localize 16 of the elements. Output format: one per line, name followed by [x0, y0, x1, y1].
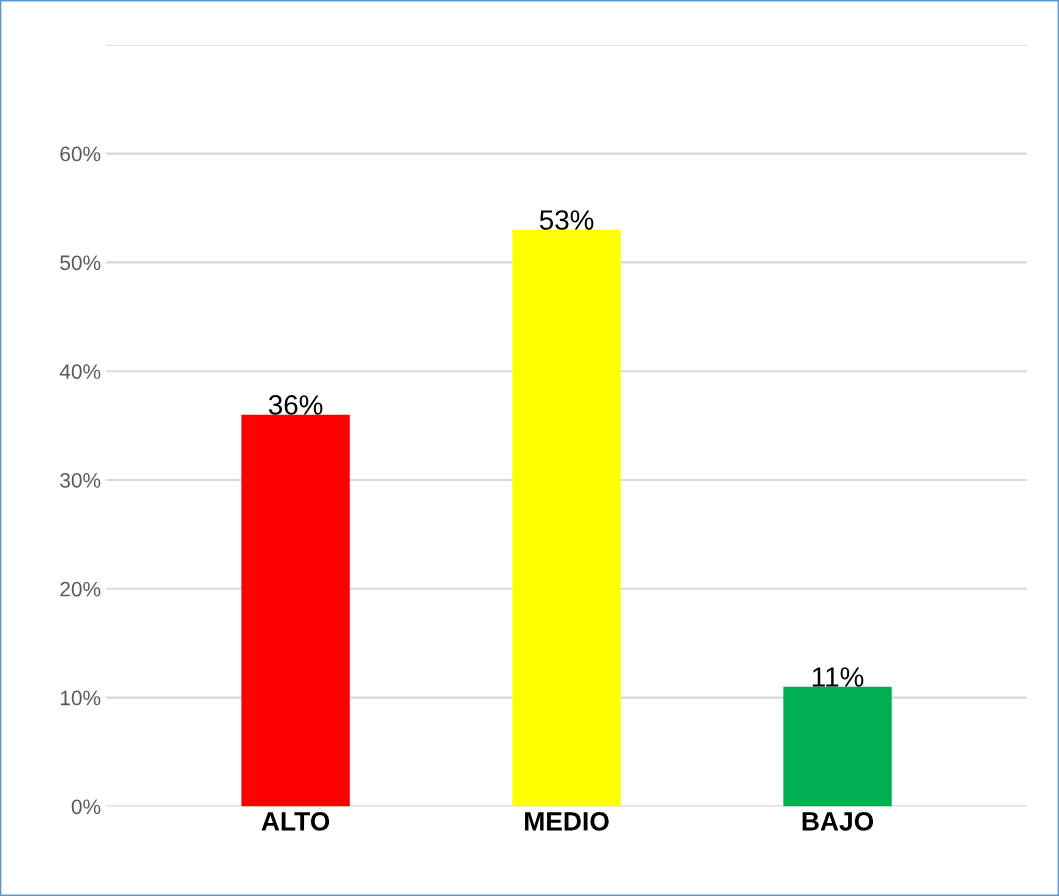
- bar: [512, 229, 621, 807]
- x-tick-label: ALTO: [261, 811, 330, 831]
- y-tick-label: 20%: [60, 581, 101, 597]
- y-tick-label: 40%: [59, 364, 101, 379]
- x-tick-label: MEDIO: [525, 811, 609, 831]
- bar: [783, 686, 892, 807]
- y-tick-label: 60%: [60, 146, 101, 162]
- bar: [241, 414, 350, 807]
- x-tick-label: BAJO: [802, 811, 874, 831]
- y-tick-label: 10%: [60, 690, 101, 706]
- data-label: 36%: [268, 395, 323, 415]
- data-label: 11%: [812, 667, 864, 687]
- data-label: 53%: [539, 210, 594, 230]
- y-tick-label: 0%: [71, 799, 101, 815]
- y-tick-label: 30%: [60, 473, 101, 488]
- y-tick-label: 50%: [60, 255, 101, 271]
